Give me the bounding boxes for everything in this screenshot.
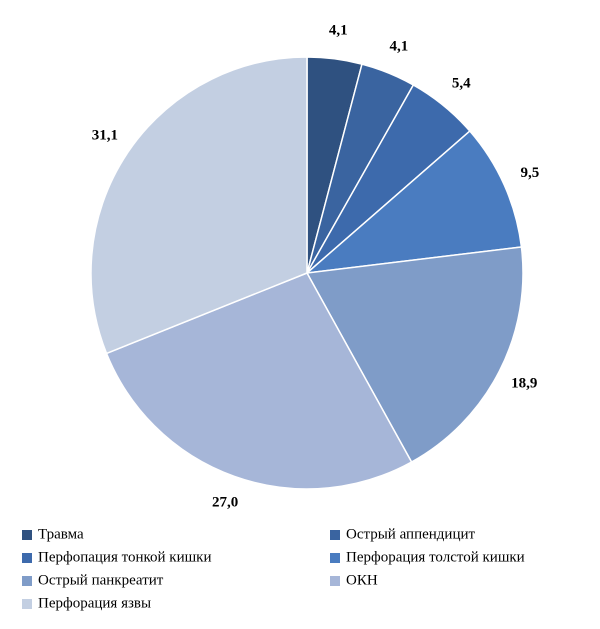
legend-swatch — [330, 530, 340, 540]
legend-label: Перфорация язвы — [38, 595, 151, 611]
pie-slice — [90, 56, 308, 355]
legend-swatch — [22, 530, 32, 540]
legend-label: ОКН — [346, 572, 378, 588]
legend-label: Перфорация толстой кишки — [346, 549, 525, 565]
pie-slice — [304, 129, 523, 275]
legend-label: Перфопация тонкой кишки — [38, 549, 211, 565]
legend-swatch — [22, 553, 32, 563]
legend-swatch — [330, 576, 340, 586]
value-label: 4,1 — [389, 38, 408, 54]
value-label: 9,5 — [521, 165, 540, 181]
legend-label: Острый аппендицит — [346, 526, 475, 542]
value-label: 27,0 — [212, 494, 238, 510]
value-label: 5,4 — [452, 75, 471, 91]
value-label: 18,9 — [511, 375, 537, 391]
legend-label: Травма — [38, 526, 84, 542]
pie-slice — [105, 272, 413, 490]
legend-swatch — [22, 576, 32, 586]
legend-label: Острый панкреатит — [38, 572, 164, 588]
legend-swatch — [22, 599, 32, 609]
value-label: 4,1 — [329, 22, 348, 38]
value-label: 31,1 — [92, 128, 118, 144]
legend-swatch — [330, 553, 340, 563]
pie-slice — [305, 246, 524, 464]
